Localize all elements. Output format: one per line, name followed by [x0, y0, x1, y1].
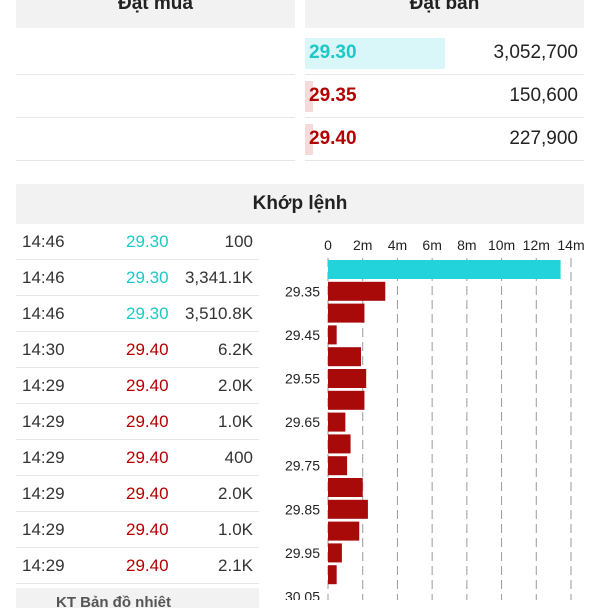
trade-row: 14:46 29.30 100 — [16, 224, 259, 260]
sell-price: 29.40 — [309, 128, 357, 149]
trade-price: 29.40 — [126, 556, 169, 575]
volume-bar — [328, 260, 561, 279]
trade-row: 14:46 29.30 3,341.1K — [16, 260, 259, 296]
sell-volume: 3,052,700 — [493, 42, 578, 63]
sell-volume: 150,600 — [509, 85, 578, 106]
x-tick-label: 10m — [488, 237, 515, 253]
trade-row: 14:29 29.40 1.0K — [16, 512, 259, 548]
trade-row: 14:29 29.40 2.1K — [16, 548, 259, 584]
trade-row: 14:29 29.40 2.0K — [16, 368, 259, 404]
volume-by-price-chart: 0 2m 4m 6m 8m 10m 12m 14m 29.35 29.45 29.55 29.65 29… — [285, 237, 585, 601]
volume-bar — [328, 281, 386, 301]
y-tick-label: 29.55 — [285, 371, 320, 387]
sell-price: 29.35 — [309, 85, 357, 106]
matched-orders-header: Khớp lệnh — [16, 184, 584, 224]
x-tick-label: 12m — [523, 237, 550, 253]
trade-price: 29.40 — [126, 376, 169, 395]
sell-order-row[interactable]: 29.35 150,600 — [305, 75, 584, 118]
trade-time: 14:29 — [22, 412, 65, 431]
x-tick-label: 8m — [457, 237, 476, 253]
trade-volume: 1.0K — [218, 412, 253, 431]
trade-row: 14:29 29.40 400 — [16, 440, 259, 476]
sell-volume: 227,900 — [509, 128, 578, 149]
trade-time: 14:29 — [22, 448, 65, 467]
sell-order-row[interactable]: 29.30 3,052,700 — [305, 32, 584, 75]
trade-time: 14:29 — [22, 520, 65, 539]
y-tick-label: 29.95 — [285, 545, 320, 561]
trade-price: 29.40 — [126, 448, 169, 467]
x-tick-label: 14m — [557, 237, 584, 253]
heatmap-tab[interactable]: KT Bản đồ nhiệt — [16, 588, 259, 608]
x-tick-label: 6m — [422, 237, 441, 253]
sell-price: 29.30 — [309, 42, 357, 63]
trade-volume: 1.0K — [218, 520, 253, 539]
trade-row: 14:29 29.40 1.0K — [16, 404, 259, 440]
volume-bar — [328, 303, 365, 323]
volume-bar — [328, 434, 351, 454]
volume-bar — [328, 478, 363, 497]
volume-bar — [328, 347, 361, 367]
volume-bar — [328, 521, 360, 541]
trade-time: 14:29 — [22, 484, 65, 503]
trade-volume: 6.2K — [218, 340, 253, 359]
trade-price: 29.40 — [126, 340, 169, 359]
buy-orders-header: Đặt mua — [16, 0, 295, 28]
trade-price: 29.30 — [126, 304, 169, 323]
trade-volume: 2.0K — [218, 376, 253, 395]
volume-bar — [328, 543, 342, 563]
y-tick-label: 29.45 — [285, 327, 320, 343]
trade-volume: 3,510.8K — [184, 304, 253, 323]
y-tick-label: 29.65 — [285, 414, 320, 430]
trade-volume: 3,341.1K — [184, 268, 253, 287]
trade-time: 14:29 — [22, 556, 65, 575]
y-tick-label: 29.35 — [285, 283, 320, 299]
trade-price: 29.40 — [126, 484, 169, 503]
y-tick-label: 30.05 — [285, 589, 320, 601]
sell-volume-bar — [305, 38, 445, 69]
x-tick-label: 0 — [324, 237, 332, 253]
matched-orders-title: Khớp lệnh — [252, 193, 348, 214]
volume-bar — [328, 565, 337, 585]
trade-row: 14:46 29.30 3,510.8K — [16, 296, 259, 332]
sell-orders-header: Đặt bán — [305, 0, 584, 28]
buy-order-row — [16, 118, 295, 161]
sell-volume-bar — [305, 81, 314, 112]
y-tick-label: 29.75 — [285, 458, 320, 474]
buy-orders-title: Đặt mua — [118, 0, 193, 14]
trade-price: 29.40 — [126, 520, 169, 539]
sell-volume-bar — [305, 124, 314, 155]
trade-time: 14:30 — [22, 340, 65, 359]
volume-bar — [328, 456, 348, 476]
trade-volume: 2.0K — [218, 484, 253, 503]
trade-price: 29.30 — [126, 232, 169, 251]
buy-order-row — [16, 75, 295, 118]
volume-bar — [328, 390, 365, 410]
trade-row: 14:30 29.40 6.2K — [16, 332, 259, 368]
trade-time: 14:46 — [22, 268, 65, 287]
trade-time: 14:29 — [22, 376, 65, 395]
trade-volume: 100 — [224, 232, 253, 251]
volume-bar — [328, 412, 346, 432]
y-tick-label: 29.85 — [285, 501, 320, 517]
trade-price: 29.40 — [126, 412, 169, 431]
volume-bar — [328, 369, 367, 388]
sell-order-row[interactable]: 29.40 227,900 — [305, 118, 584, 161]
volume-bar — [328, 499, 368, 519]
heatmap-tab-label: KT Bản đồ nhiệt — [56, 594, 171, 608]
sell-orders-title: Đặt bán — [409, 0, 480, 14]
trade-price: 29.30 — [126, 268, 169, 287]
volume-bar — [328, 325, 337, 345]
trade-volume: 400 — [224, 448, 253, 467]
x-tick-label: 4m — [388, 237, 407, 253]
trade-row: 14:29 29.40 2.0K — [16, 476, 259, 512]
buy-order-row — [16, 32, 295, 75]
trade-volume: 2.1K — [218, 556, 253, 575]
trade-time: 14:46 — [22, 304, 65, 323]
trade-time: 14:46 — [22, 232, 65, 251]
x-tick-label: 2m — [353, 237, 372, 253]
